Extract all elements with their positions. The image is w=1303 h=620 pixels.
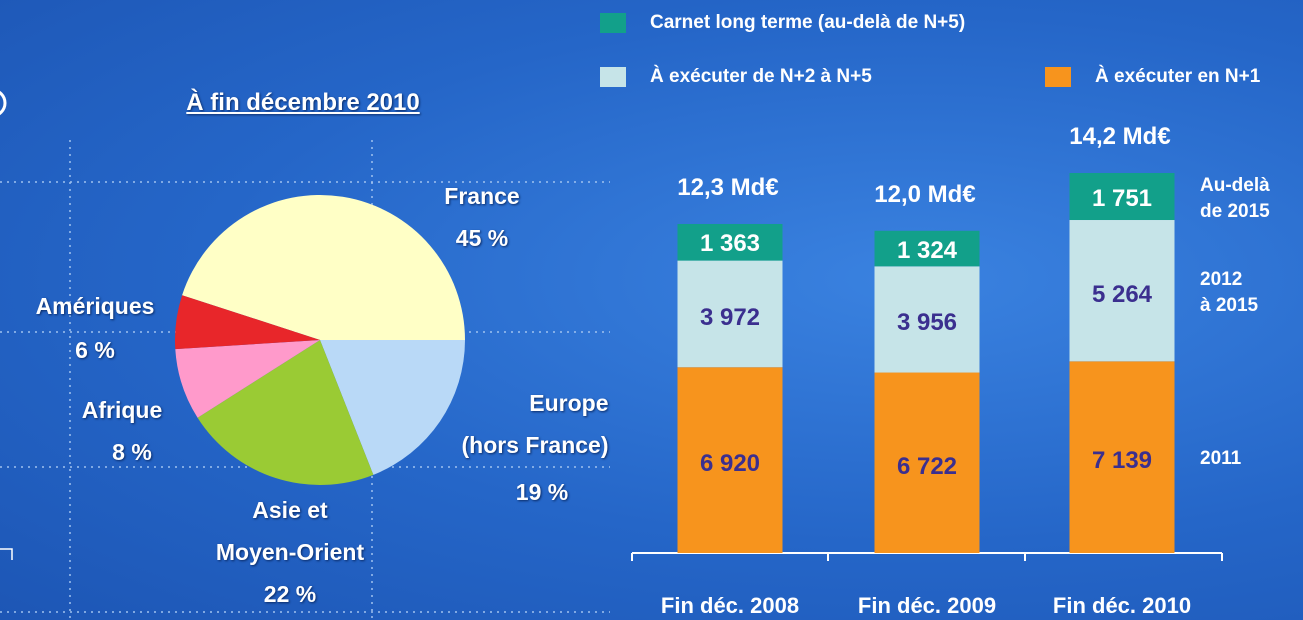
bar-value-label: 1 324 (896, 236, 958, 264)
bar-value-label: 6 920 (699, 450, 761, 478)
pie-slice (175, 295, 320, 350)
series-side-label: Au-delà de 2015 (1200, 174, 1270, 222)
decoration (0, 548, 13, 560)
x-tick-label: Fin déc. 2008 (660, 593, 800, 618)
bar-segment (1069, 361, 1175, 553)
series-side-label: 2012 à 2015 (1200, 268, 1259, 316)
slice-label: France (444, 183, 520, 209)
x-tick-label: Fin déc. 2010 (1052, 593, 1192, 618)
bar-value-label: 1 751 (1091, 184, 1153, 212)
bar-segment (874, 372, 980, 553)
decoration (0, 90, 7, 116)
slice-value: 8 % (112, 439, 152, 465)
bar-value-label: 6 722 (896, 452, 958, 480)
pie-slice (197, 340, 374, 485)
slice-value: 6 % (75, 337, 115, 363)
slice-value: 45 % (455, 225, 509, 251)
pie-title: À fin décembre 2010 (186, 89, 420, 116)
slice-value: 22 % (263, 581, 317, 607)
bar-segment (1069, 220, 1175, 362)
legend-label: À exécuter en N+1 (1095, 66, 1261, 87)
pie-slice (182, 195, 465, 340)
slice-label: Asie et Moyen-Orient (215, 497, 365, 565)
slice-label: Afrique (81, 397, 163, 423)
bar-segment (874, 230, 980, 267)
slice-label: Amériques (35, 293, 155, 319)
bar-value-label: 1 363 (699, 230, 761, 258)
bar-value-label: 5 264 (1091, 280, 1153, 308)
legend-label: À exécuter de N+2 à N+5 (650, 66, 872, 87)
bar-total-label: 14,2 Md€ (1069, 123, 1171, 150)
bar-total-label: 12,3 Md€ (677, 173, 779, 201)
series-side-label: 2011 (1200, 448, 1242, 470)
legend-swatch (600, 67, 626, 87)
bar-value-label: 3 972 (699, 303, 761, 331)
bar-segment (677, 260, 783, 368)
legend-swatch (1045, 67, 1071, 87)
slice-label: Europe (hors France) (461, 390, 609, 458)
pie-slice (320, 340, 465, 475)
bar-value-label: 3 956 (896, 309, 958, 337)
legend-label: Carnet long terme (au-delà de N+5) (650, 12, 966, 33)
bar-segment (677, 223, 783, 261)
pie-slice (175, 340, 320, 418)
bar-segment (677, 367, 783, 553)
bar-segment (874, 266, 980, 373)
bar-segment (1069, 173, 1175, 221)
legend-swatch (600, 13, 626, 33)
bar-total-label: 12,0 Md€ (874, 180, 976, 208)
bar-value-label: 7 139 (1091, 447, 1153, 475)
slice-value: 19 % (515, 479, 569, 505)
x-tick-label: Fin déc. 2009 (857, 593, 997, 618)
